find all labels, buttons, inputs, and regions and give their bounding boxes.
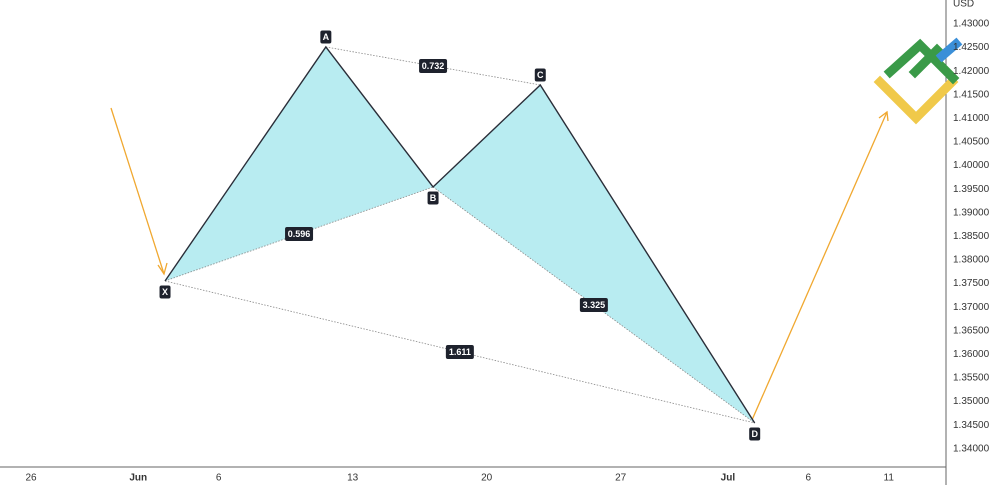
x-tick-label: 20 (481, 473, 493, 484)
y-tick-label: 1.38000 (953, 255, 990, 266)
y-tick-label: 1.35000 (953, 396, 990, 407)
point-text: B (430, 193, 437, 203)
point-box (534, 68, 546, 82)
ratio-text: 1.611 (449, 347, 471, 357)
x-tick-label: 27 (615, 473, 627, 484)
ratio-box (419, 58, 448, 73)
y-tick-label: 1.39000 (953, 207, 990, 218)
ratio-label: 1.611 (445, 344, 474, 359)
y-tick-label: 1.42000 (953, 66, 990, 77)
point-box (159, 285, 171, 299)
x-tick-label: 6 (216, 473, 222, 484)
x-tick-label: Jul (721, 473, 736, 484)
y-tick-label: 1.41000 (953, 113, 990, 124)
y-tick-label: 1.41500 (953, 89, 990, 100)
y-tick-label: 1.36500 (953, 325, 990, 336)
arrow-out (751, 110, 889, 421)
ratio-box (285, 226, 314, 241)
y-tick-label: 1.42500 (953, 42, 990, 53)
x-tick-label: 26 (25, 473, 37, 484)
ratio-text: 0.596 (288, 229, 311, 239)
ratio-text: 3.325 (583, 300, 606, 310)
y-tick-label: 1.37500 (953, 278, 990, 289)
point-label: B (427, 191, 439, 205)
point-label: X (159, 285, 171, 299)
point-label: D (749, 427, 761, 441)
y-tick-label: 1.40500 (953, 137, 990, 148)
point-text: C (537, 70, 544, 80)
ratio-box (445, 344, 474, 359)
point-box (749, 427, 761, 441)
y-tick-label: 1.37000 (953, 302, 990, 313)
point-box (427, 191, 439, 205)
logo (873, 37, 963, 125)
point-label: C (534, 68, 546, 82)
y-tick-label: 1.39500 (953, 184, 990, 195)
point-box (320, 30, 332, 44)
y-tick-label: 1.35500 (953, 373, 990, 384)
point-text: D (751, 429, 758, 439)
y-tick-label: 1.36000 (953, 349, 990, 360)
ratio-label: 0.596 (285, 226, 314, 241)
x-tick-label: Jun (129, 473, 147, 484)
x-tick-label: 6 (806, 473, 812, 484)
x-tick-label: 13 (347, 473, 359, 484)
point-text: X (162, 287, 168, 297)
ratio-label: 0.732 (419, 58, 448, 73)
pattern-fill (165, 46, 434, 281)
ratio-box (579, 297, 608, 312)
y-tick-label: 1.34500 (953, 420, 990, 431)
pattern-line (164, 45, 756, 424)
y-axis-label: USD (953, 0, 974, 10)
ratio-label: 3.325 (579, 297, 608, 312)
y-tick-label: 1.38500 (953, 231, 990, 242)
y-tick-label: 1.43000 (953, 19, 990, 30)
ratio-text: 0.732 (422, 61, 445, 71)
y-tick-label: 1.34000 (953, 443, 990, 454)
arrow-in (110, 107, 168, 276)
point-text: A (323, 32, 330, 42)
x-tick-label: 11 (884, 473, 895, 484)
point-label: A (320, 30, 332, 44)
pattern-fill (433, 84, 755, 423)
y-tick-label: 1.40000 (953, 160, 990, 171)
